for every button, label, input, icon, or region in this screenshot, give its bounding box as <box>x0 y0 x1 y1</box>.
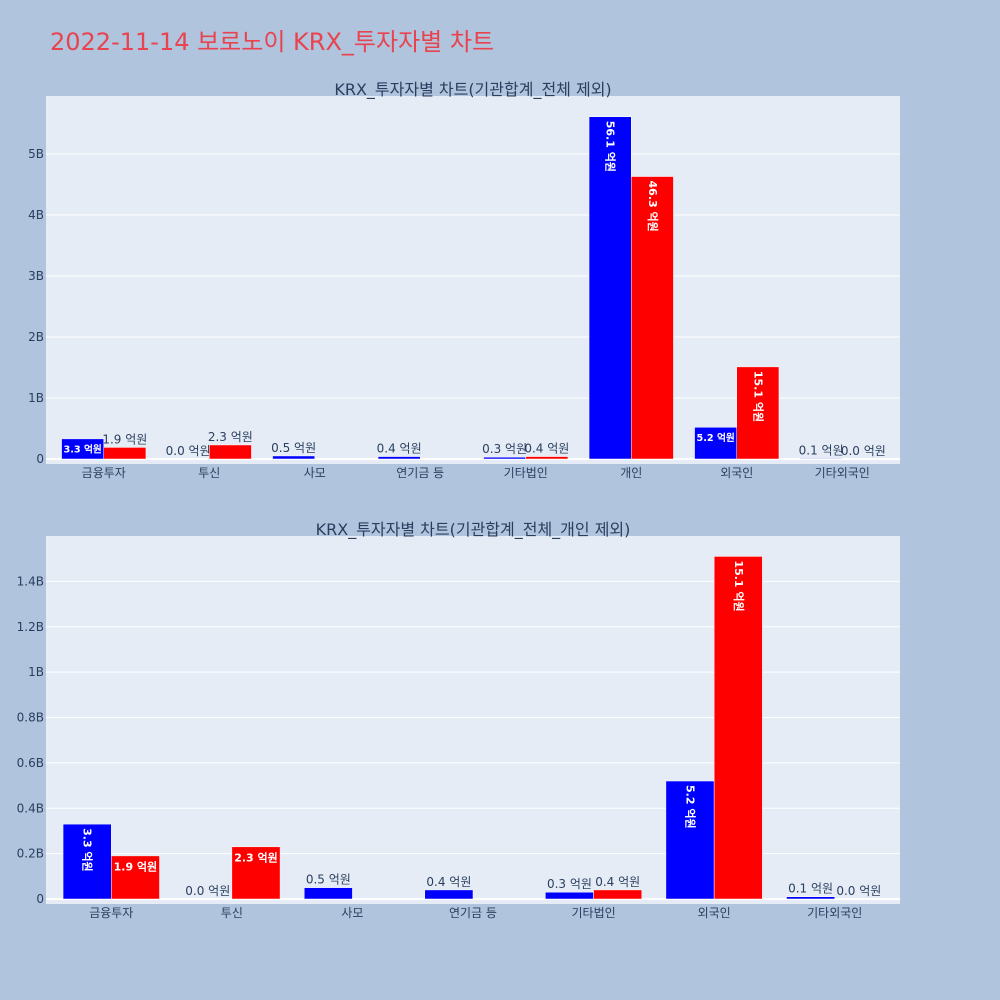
data-label: 0.0 억원 <box>836 884 881 898</box>
x-tick-label: 기타외국인 <box>807 906 862 920</box>
y-tick-label: 4B <box>28 208 44 222</box>
data-label: 56.1 억원 <box>604 121 618 172</box>
y-tick-label: 0 <box>36 892 44 906</box>
data-label: 3.3 억원 <box>81 828 95 872</box>
data-label: 5.2 억원 <box>684 785 698 829</box>
data-label: 2.3 억원 <box>208 430 253 444</box>
bar <box>736 366 780 460</box>
data-label: 0.4 억원 <box>426 875 471 889</box>
x-tick-label: 금융투자 <box>89 906 133 920</box>
data-label: 3.3 억원 <box>63 443 101 456</box>
data-label: 1.9 억원 <box>114 859 158 873</box>
chart-title: KRX_투자자별 차트(기관합계_전체 제외) <box>334 80 611 100</box>
y-tick-label: 1.2B <box>17 620 44 634</box>
data-label: 0.5 억원 <box>306 873 351 887</box>
y-tick-label: 0 <box>36 452 44 466</box>
y-tick-label: 0.4B <box>17 801 44 815</box>
x-tick-label: 외국인 <box>720 466 753 480</box>
bar <box>713 556 763 900</box>
x-tick-label: 금융투자 <box>82 466 126 480</box>
data-label: 0.5 억원 <box>271 441 316 455</box>
y-tick-label: 1B <box>28 391 44 405</box>
data-label: 0.4 억원 <box>595 875 640 889</box>
bar <box>799 458 843 460</box>
data-label: 0.1 억원 <box>799 443 844 457</box>
y-tick-label: 0.6B <box>17 756 44 770</box>
bar <box>665 780 715 900</box>
x-tick-label: 연기금 등 <box>396 466 444 480</box>
data-label: 0.4 억원 <box>524 442 569 456</box>
plot-area <box>46 536 900 904</box>
x-tick-label: 개인 <box>620 466 642 480</box>
data-label: 0.3 억원 <box>482 442 527 456</box>
data-label: 15.1 억원 <box>732 560 746 611</box>
data-label: 0.0 억원 <box>166 444 211 458</box>
data-label: 46.3 억원 <box>646 181 660 232</box>
x-tick-label: 연기금 등 <box>449 906 497 920</box>
bar <box>303 887 353 900</box>
y-tick-label: 0.2B <box>17 847 44 861</box>
data-label: 1.9 억원 <box>102 432 147 446</box>
data-label: 0.0 억원 <box>841 444 886 458</box>
y-tick-label: 0.8B <box>17 711 44 725</box>
y-tick-label: 5B <box>28 147 44 161</box>
bar <box>424 889 474 900</box>
data-label: 0.3 억원 <box>547 877 592 891</box>
x-tick-label: 외국인 <box>698 906 731 920</box>
bar <box>62 823 112 900</box>
data-label: 0.4 억원 <box>377 442 422 456</box>
data-label: 5.2 억원 <box>696 431 734 444</box>
y-tick-label: 3B <box>28 269 44 283</box>
chart-2: KRX_투자자별 차트(기관합계_전체_개인 제외) 0 0.2B 0.4B 0.6B 0… <box>17 520 900 920</box>
chart-title: KRX_투자자별 차트(기관합계_전체_개인 제외) <box>316 520 631 540</box>
y-tick-label: 1B <box>28 665 44 679</box>
bar <box>231 846 281 900</box>
bar <box>786 896 835 900</box>
x-tick-label: 투신 <box>198 466 220 480</box>
bar <box>525 456 569 460</box>
bar <box>545 891 594 900</box>
bar <box>111 855 160 900</box>
x-tick-label: 기타외국인 <box>815 466 870 480</box>
x-tick-label: 사모 <box>304 466 326 480</box>
bar <box>593 889 643 900</box>
data-label: 2.3 억원 <box>234 850 278 864</box>
data-label: 0.1 억원 <box>788 882 833 896</box>
x-tick-label: 기타법인 <box>504 466 548 480</box>
bar <box>377 456 421 460</box>
bar <box>272 455 315 460</box>
chart-1: KRX_투자자별 차트(기관합계_전체 제외) 0 1B 2B 3B 4B 5B 금융투자 3.… <box>28 80 900 480</box>
data-label: 15.1 억원 <box>751 371 765 422</box>
bar <box>209 444 252 460</box>
bar <box>694 427 737 460</box>
bar <box>483 456 526 460</box>
x-tick-label: 투신 <box>221 906 243 920</box>
bar <box>103 447 147 460</box>
data-label: 0.0 억원 <box>185 884 230 898</box>
bar <box>631 176 674 460</box>
y-tick-label: 1.4B <box>17 574 44 588</box>
y-tick-label: 2B <box>28 330 44 344</box>
bar <box>588 116 632 460</box>
x-tick-label: 기타법인 <box>571 906 615 920</box>
x-tick-label: 사모 <box>341 906 363 920</box>
page-title: 2022-11-14 보로노이 KRX_투자자별 차트 <box>50 28 495 56</box>
